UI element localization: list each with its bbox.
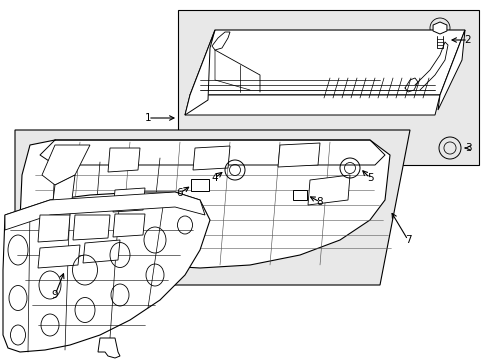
Polygon shape	[98, 338, 120, 358]
Text: 2: 2	[464, 35, 470, 45]
Polygon shape	[38, 215, 70, 242]
Polygon shape	[5, 192, 204, 230]
Text: 5: 5	[366, 173, 372, 183]
Polygon shape	[193, 146, 229, 170]
Polygon shape	[3, 192, 209, 352]
Polygon shape	[191, 179, 208, 191]
Text: 8: 8	[316, 197, 323, 207]
Polygon shape	[42, 145, 90, 185]
Text: 9: 9	[52, 290, 58, 300]
Text: 7: 7	[404, 235, 410, 245]
Polygon shape	[292, 190, 306, 200]
Polygon shape	[184, 30, 215, 115]
Polygon shape	[83, 240, 120, 263]
Text: 4: 4	[211, 173, 218, 183]
Polygon shape	[20, 140, 389, 268]
Text: 1: 1	[144, 113, 151, 123]
Polygon shape	[178, 10, 478, 165]
Polygon shape	[212, 32, 229, 50]
Polygon shape	[113, 188, 145, 212]
Polygon shape	[432, 22, 446, 34]
Text: 3: 3	[464, 143, 470, 153]
Polygon shape	[437, 30, 464, 110]
Polygon shape	[50, 175, 75, 225]
Polygon shape	[73, 215, 110, 240]
Polygon shape	[278, 143, 319, 167]
Polygon shape	[184, 95, 439, 115]
Text: 6: 6	[176, 188, 183, 198]
Polygon shape	[108, 148, 140, 172]
Polygon shape	[190, 30, 464, 95]
Polygon shape	[38, 245, 80, 268]
Polygon shape	[307, 175, 349, 205]
Polygon shape	[15, 130, 409, 285]
Polygon shape	[113, 214, 145, 237]
